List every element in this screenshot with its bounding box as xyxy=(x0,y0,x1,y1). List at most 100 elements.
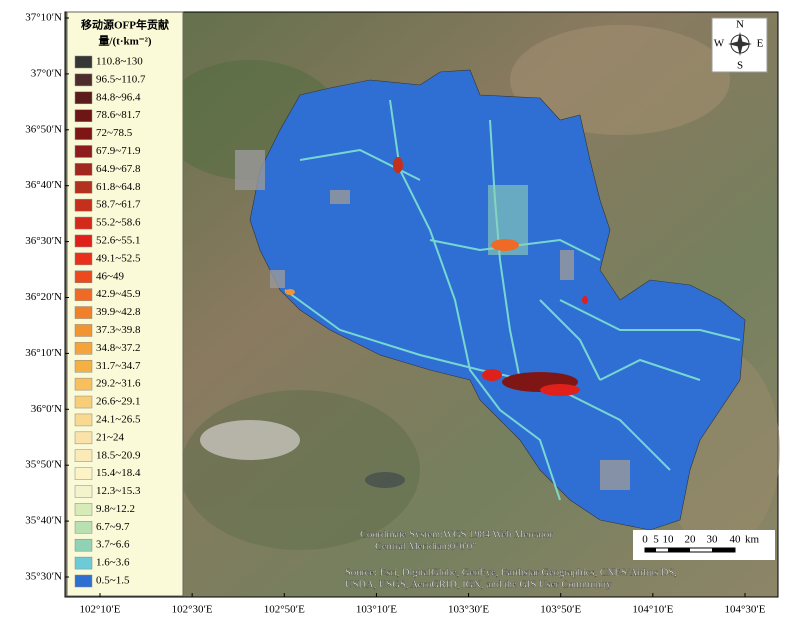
scale-label: 5 xyxy=(653,534,659,546)
legend-swatch xyxy=(74,73,93,87)
longitude-label: 104°30′E xyxy=(724,604,765,616)
legend-swatch xyxy=(74,467,93,480)
legend-swatch xyxy=(74,234,93,248)
legend-swatch xyxy=(74,449,93,462)
legend-label: 78.6~81.7 xyxy=(96,109,141,121)
legend-swatch xyxy=(74,324,93,337)
legend-swatch xyxy=(74,55,93,69)
legend-swatch xyxy=(74,395,93,409)
scale-unit: km xyxy=(745,534,760,546)
longitude-label: 103°30′E xyxy=(448,604,489,616)
legend-label: 49.1~52.5 xyxy=(96,252,141,264)
legend-swatch xyxy=(74,359,93,373)
legend-label: 64.9~67.8 xyxy=(96,163,141,175)
legend-label: 72~78.5 xyxy=(96,127,133,139)
latitude-label: 36°20′N xyxy=(25,291,62,303)
legend-swatch xyxy=(74,91,93,105)
legend-label: 96.5~110.7 xyxy=(96,73,146,85)
central-meridian: Central Meridian:0°0′0″ xyxy=(375,541,477,552)
study-area xyxy=(249,69,746,531)
legend-swatch xyxy=(74,413,93,427)
latitude-label: 36°40′N xyxy=(25,179,62,191)
legend-swatch xyxy=(74,306,93,319)
legend-label: 67.9~71.9 xyxy=(96,145,141,157)
legend-swatch xyxy=(74,574,93,588)
legend-label: 58.7~61.7 xyxy=(96,199,141,211)
legend-label: 6.7~9.7 xyxy=(96,521,130,533)
roads xyxy=(284,99,741,501)
latitude-label: 36°50′N xyxy=(25,123,62,135)
compass-e: E xyxy=(757,38,764,50)
legend-swatch xyxy=(74,342,93,355)
longitude-labels: 102°10′E 102°30′E 102°50′E 103°10′E 103°30′E… xyxy=(79,593,766,616)
legend-swatch xyxy=(74,503,93,516)
legend-swatch xyxy=(74,127,93,140)
legend-label: 9.8~12.2 xyxy=(96,503,135,515)
legend-label: 46~49 xyxy=(96,270,124,282)
source: USDA, USGS, AeroGRID, IGN, and the GIS U… xyxy=(345,579,612,590)
legend-label: 34.8~37.2 xyxy=(96,342,140,354)
scale-label: 40 xyxy=(730,534,742,546)
longitude-label: 104°10′E xyxy=(632,604,673,616)
longitude-label: 102°10′E xyxy=(79,604,120,616)
legend-swatch xyxy=(74,521,93,534)
legend-label: 52.6~55.1 xyxy=(96,234,140,246)
legend-swatch xyxy=(74,198,93,212)
legend-label: 12.3~15.3 xyxy=(96,485,141,497)
latitude-label: 36°30′N xyxy=(25,235,62,247)
legend-swatch xyxy=(74,431,93,445)
legend-swatch xyxy=(74,252,93,266)
scale-label: 10 xyxy=(663,534,675,546)
latitude-label: 35°50′N xyxy=(25,459,62,471)
legend-label: 15.4~18.4 xyxy=(96,467,141,479)
compass: N S E W xyxy=(711,17,768,73)
legend-label: 1.6~3.6 xyxy=(96,557,130,569)
compass-w: W xyxy=(714,38,725,50)
scale-label: 20 xyxy=(685,534,697,546)
latitude-labels: 37°10′N 37°0′N 36°50′N 36°40′N 36°30′N 36°20′… xyxy=(25,12,69,583)
legend-label: 84.8~96.4 xyxy=(96,91,141,103)
legend-label: 42.9~45.9 xyxy=(96,288,141,300)
legend-swatch xyxy=(74,270,93,284)
coordinate-system: Coordinate System:WGS 1984 Web Mercator xyxy=(360,529,553,540)
legend-label: 110.8~130 xyxy=(96,56,143,68)
legend-swatch xyxy=(74,216,93,230)
latitude-label: 35°40′N xyxy=(25,515,62,527)
legend-title: 移动源OFP年贡献 xyxy=(81,18,169,32)
scale-bar: 0 5 10 20 30 40 km xyxy=(633,530,775,560)
legend-swatch xyxy=(74,145,93,158)
latitude-label: 37°10′N xyxy=(25,12,62,24)
latitude-label: 35°30′N xyxy=(25,571,62,583)
legend-title: 量/(t·km⁻²) xyxy=(98,35,151,48)
legend-swatch xyxy=(74,181,93,194)
legend-swatch xyxy=(74,288,93,301)
grey-patches xyxy=(235,150,630,490)
scale-label: 30 xyxy=(707,534,719,546)
latitude-label: 36°0′N xyxy=(31,403,62,415)
legend-label: 55.2~58.6 xyxy=(96,217,141,229)
source: Source: Esri, DigitalGlobe, GeoEye, Eart… xyxy=(345,567,677,578)
legend-box xyxy=(66,11,184,597)
longitude-label: 102°50′E xyxy=(264,604,305,616)
latitude-label: 36°10′N xyxy=(25,347,62,359)
legend-label: 31.7~34.7 xyxy=(96,360,141,372)
legend-swatch xyxy=(74,377,93,391)
legend-label: 39.9~42.8 xyxy=(96,306,141,318)
longitude-label: 103°50′E xyxy=(540,604,581,616)
compass-s: S xyxy=(737,60,743,72)
longitude-label: 103°10′E xyxy=(356,604,397,616)
legend-swatch xyxy=(74,556,93,570)
legend: 110.8~130 96.5~110.7 84.8~96.4 78.6~81.7 72~… xyxy=(74,55,146,588)
legend-swatch xyxy=(74,485,93,498)
legend-label: 24.1~26.5 xyxy=(96,413,141,425)
latitude-label: 37°0′N xyxy=(31,67,62,79)
compass-n: N xyxy=(736,19,744,31)
legend-label: 21~24 xyxy=(96,431,124,443)
legend-label: 37.3~39.8 xyxy=(96,324,141,336)
legend-label: 18.5~20.9 xyxy=(96,449,141,461)
legend-label: 3.7~6.6 xyxy=(96,539,130,551)
legend-swatch xyxy=(74,163,93,176)
legend-swatch xyxy=(74,538,93,552)
longitude-label: 102°30′E xyxy=(172,604,213,616)
